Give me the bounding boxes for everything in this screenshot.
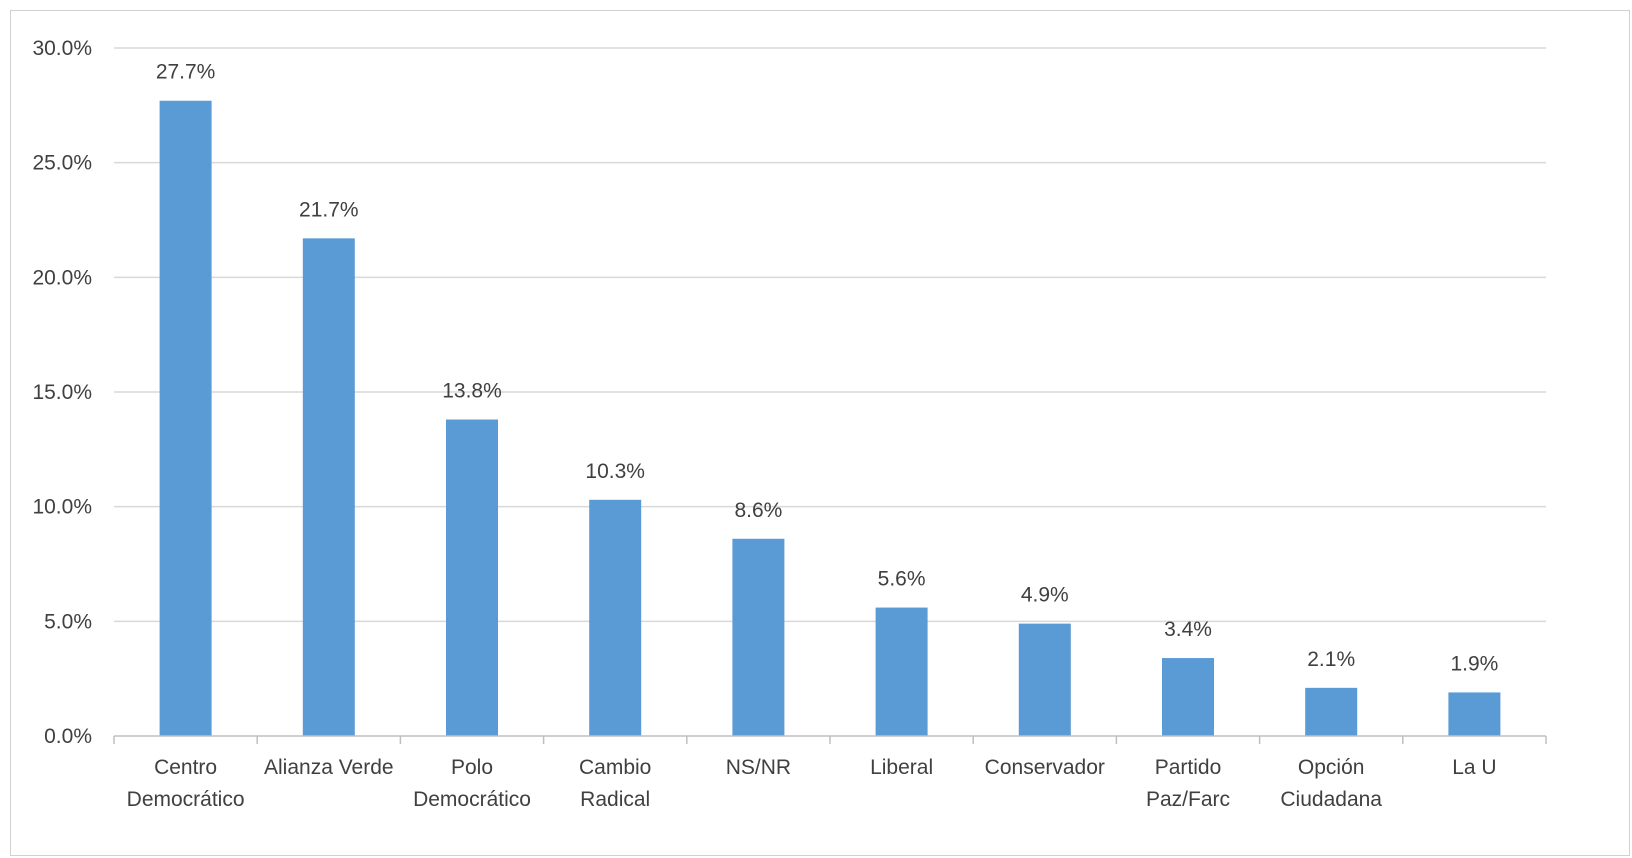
data-label: 8.6% — [734, 499, 782, 522]
y-tick-label: 25.0% — [32, 152, 92, 175]
x-axis-category-labels: Centro Democrático Alianza Verde Polo Democr… — [127, 756, 1497, 811]
data-label: 13.8% — [442, 380, 502, 403]
bar — [1162, 658, 1214, 736]
y-tick-label: 20.0% — [32, 266, 92, 289]
category-label: Alianza Verde — [264, 756, 394, 779]
category-label: Partido Paz/Farc — [1146, 756, 1230, 811]
category-label: Cambio Radical — [579, 756, 651, 811]
y-tick-label: 30.0% — [32, 37, 92, 60]
data-label: 2.1% — [1307, 648, 1355, 671]
bars — [159, 100, 1501, 737]
bar — [875, 607, 928, 736]
category-label: Polo Democrático — [413, 756, 531, 811]
data-label: 27.7% — [156, 61, 216, 84]
bar — [589, 499, 642, 736]
bar — [1018, 623, 1071, 736]
category-label: Opción Ciudadana — [1280, 756, 1382, 811]
chart-frame — [10, 10, 1630, 856]
bar — [302, 238, 355, 736]
data-label: 10.3% — [585, 460, 645, 483]
category-label: NS/NR — [726, 756, 791, 779]
bar — [1305, 687, 1358, 736]
data-label: 4.9% — [1021, 584, 1069, 607]
data-label: 5.6% — [878, 568, 926, 591]
y-axis-tick-labels: 0.0% 5.0% 10.0% 15.0% 20.0% 25.0% 30.0% — [32, 37, 92, 748]
bar — [159, 100, 212, 737]
category-label: Centro Democrático — [127, 756, 245, 811]
bar — [446, 419, 498, 736]
category-label: Conservador — [985, 756, 1105, 779]
data-labels: 27.7% 21.7% 13.8% 10.3% 8.6% 5.6% 4.9% 3.4% 2.1%… — [156, 61, 1499, 676]
bar — [1448, 692, 1501, 736]
data-label: 3.4% — [1164, 618, 1212, 641]
x-axis — [113, 735, 1547, 744]
data-label: 1.9% — [1450, 652, 1498, 675]
y-tick-label: 10.0% — [32, 496, 92, 519]
category-label: La U — [1452, 756, 1496, 779]
y-tick-label: 0.0% — [44, 725, 92, 748]
data-label: 21.7% — [299, 198, 359, 221]
y-tick-label: 15.0% — [32, 381, 92, 404]
y-tick-label: 5.0% — [44, 610, 92, 633]
category-label: Liberal — [870, 756, 933, 779]
bar — [732, 538, 785, 736]
